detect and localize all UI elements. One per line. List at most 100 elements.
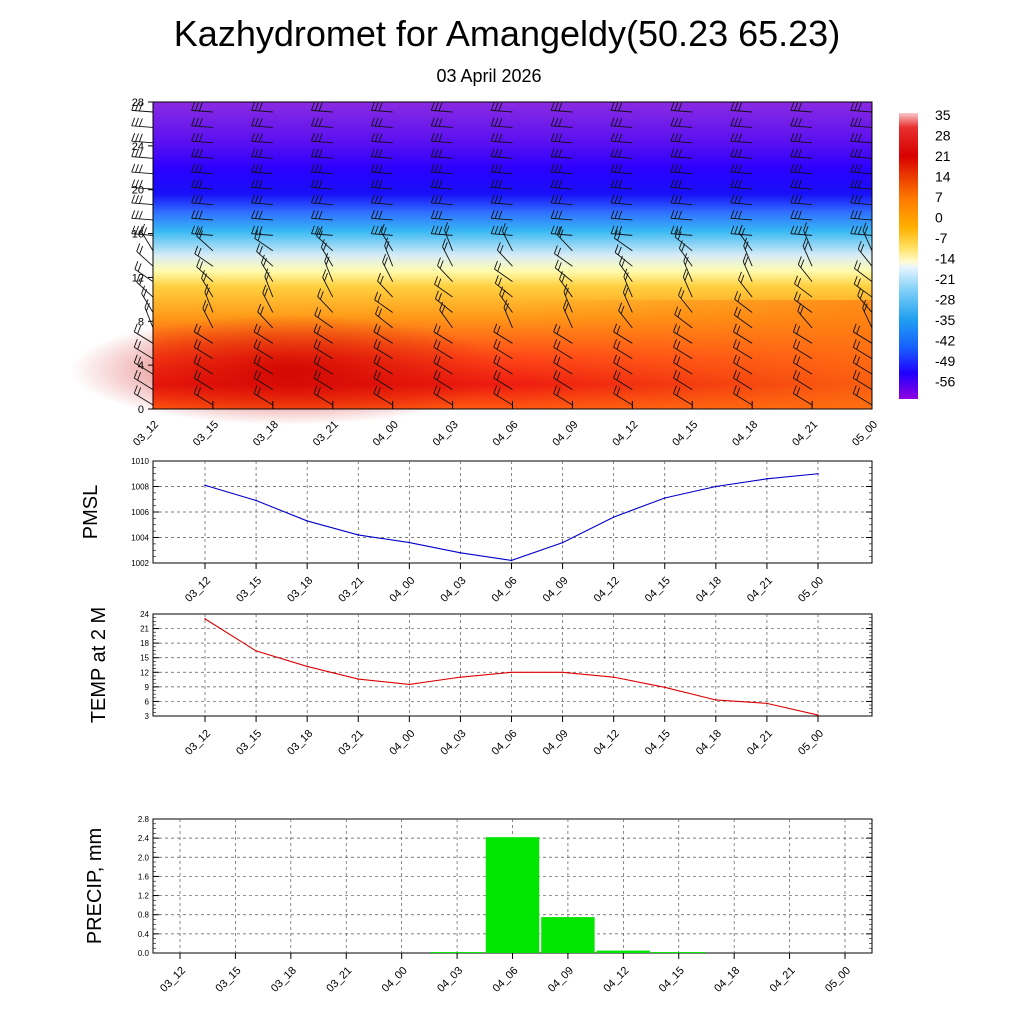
wind-barb-feather xyxy=(676,325,681,335)
wind-barb-feather xyxy=(734,210,739,219)
wind-barb-feather xyxy=(678,118,683,127)
wind-barb xyxy=(613,354,633,375)
wind-barb-staff xyxy=(431,109,453,113)
wind-barb-staff xyxy=(730,202,753,205)
wind-barb-feather xyxy=(258,133,263,142)
wind-barb xyxy=(370,194,393,205)
wind-barb-feather xyxy=(490,194,495,204)
wind-barb xyxy=(553,354,573,375)
wind-barb-feather xyxy=(311,148,315,157)
precip-y-tick-label: 1.6 xyxy=(138,872,150,881)
wind-barb-feather xyxy=(493,339,498,348)
wind-barb-staff xyxy=(610,202,633,205)
wind-barb xyxy=(133,385,154,406)
wind-barb-staff xyxy=(191,171,213,175)
wind-barb-feather xyxy=(616,387,621,396)
wind-barb-feather xyxy=(434,276,438,285)
wind-barb-feather xyxy=(378,226,383,235)
wind-barb-staff xyxy=(491,156,513,159)
cross-section-y-tick-label: 0 xyxy=(138,404,144,416)
wind-barb-staff xyxy=(311,156,333,159)
wind-barb-feather xyxy=(556,325,561,335)
wind-barb-staff xyxy=(431,187,453,190)
wind-barb-feather xyxy=(857,118,862,127)
wind-barb-feather xyxy=(852,385,857,394)
wind-barb-feather xyxy=(138,210,143,220)
wind-barb-feather xyxy=(374,210,379,219)
wind-barb-feather xyxy=(436,356,441,365)
wind-barb-feather xyxy=(613,354,617,363)
wind-barb-staff xyxy=(610,171,633,175)
wind-barb-feather xyxy=(318,210,323,220)
pmsl-frame xyxy=(152,460,873,564)
wind-barb-feather xyxy=(678,240,683,249)
wind-barb-feather xyxy=(673,354,677,363)
wind-barb-feather xyxy=(430,148,435,157)
wind-barb xyxy=(550,210,573,221)
wind-barb-feather xyxy=(737,309,741,318)
wind-barb-feather xyxy=(145,302,150,312)
wind-barb-feather xyxy=(193,339,198,348)
wind-barb-feather xyxy=(670,194,675,204)
wind-barb-feather xyxy=(197,247,202,257)
wind-barb-feather xyxy=(796,356,801,365)
wind-barb xyxy=(850,225,873,236)
wind-barb-feather xyxy=(802,237,807,247)
wind-barb-staff xyxy=(251,125,273,128)
wind-barb-feather xyxy=(374,164,379,173)
cross-section-y-tick-label: 28 xyxy=(132,97,144,109)
colorbar-label: -49 xyxy=(935,353,955,369)
wind-barb-feather xyxy=(862,222,867,231)
wind-barb xyxy=(253,369,274,390)
wind-barb-feather xyxy=(197,387,201,396)
wind-barb-staff xyxy=(191,202,213,205)
temp2m-point xyxy=(357,678,360,680)
wind-barb-feather xyxy=(131,179,136,188)
wind-barb-feather xyxy=(265,272,270,281)
wind-barb-feather xyxy=(554,259,559,269)
wind-barb-feather xyxy=(614,195,619,204)
wind-barb xyxy=(683,253,693,282)
wind-barb xyxy=(370,225,393,236)
wind-barb-feather xyxy=(738,210,742,220)
wind-barb-feather xyxy=(744,241,749,250)
precip-y-tick-label: 2.8 xyxy=(138,815,150,824)
wind-barb xyxy=(261,254,274,282)
wind-barb xyxy=(622,284,633,313)
precip-bar xyxy=(652,952,706,953)
wind-barb-feather xyxy=(738,271,742,281)
wind-barb-feather xyxy=(311,102,315,111)
wind-barb-feather xyxy=(137,263,142,272)
wind-barb-feather xyxy=(201,270,205,279)
wind-barb-feather xyxy=(616,371,621,381)
wind-barb-feather xyxy=(618,226,623,235)
wind-barb xyxy=(313,369,333,390)
wind-barb-feather xyxy=(194,245,199,254)
pmsl-x-tick-label: 03_15 xyxy=(234,575,264,605)
wind-barb-feather xyxy=(434,133,439,142)
wind-barb-feather xyxy=(195,117,199,127)
wind-barb xyxy=(550,133,573,144)
wind-barb-feather xyxy=(316,341,321,350)
wind-barb-feather xyxy=(854,148,858,158)
wind-barb xyxy=(251,210,273,221)
wind-barb xyxy=(673,369,693,390)
wind-barb xyxy=(850,148,873,159)
wind-barb-staff xyxy=(610,125,633,128)
wind-barb-feather xyxy=(678,102,683,112)
wind-barb xyxy=(191,194,213,205)
wind-barb-feather xyxy=(618,195,623,204)
wind-barb-staff xyxy=(191,233,213,236)
wind-barb xyxy=(313,385,333,406)
wind-barb-staff xyxy=(431,202,453,205)
wind-barb-feather xyxy=(191,133,196,142)
wind-barb-feather xyxy=(316,371,321,381)
colorbar-label: 0 xyxy=(935,210,943,226)
wind-barb-feather xyxy=(674,306,679,315)
colorbar-label: 35 xyxy=(935,107,951,123)
colorbar-label: 7 xyxy=(935,189,943,205)
wind-barb-feather xyxy=(138,102,143,112)
wind-barb xyxy=(790,225,813,236)
wind-barb xyxy=(730,148,753,159)
wind-barb-feather xyxy=(319,291,324,300)
